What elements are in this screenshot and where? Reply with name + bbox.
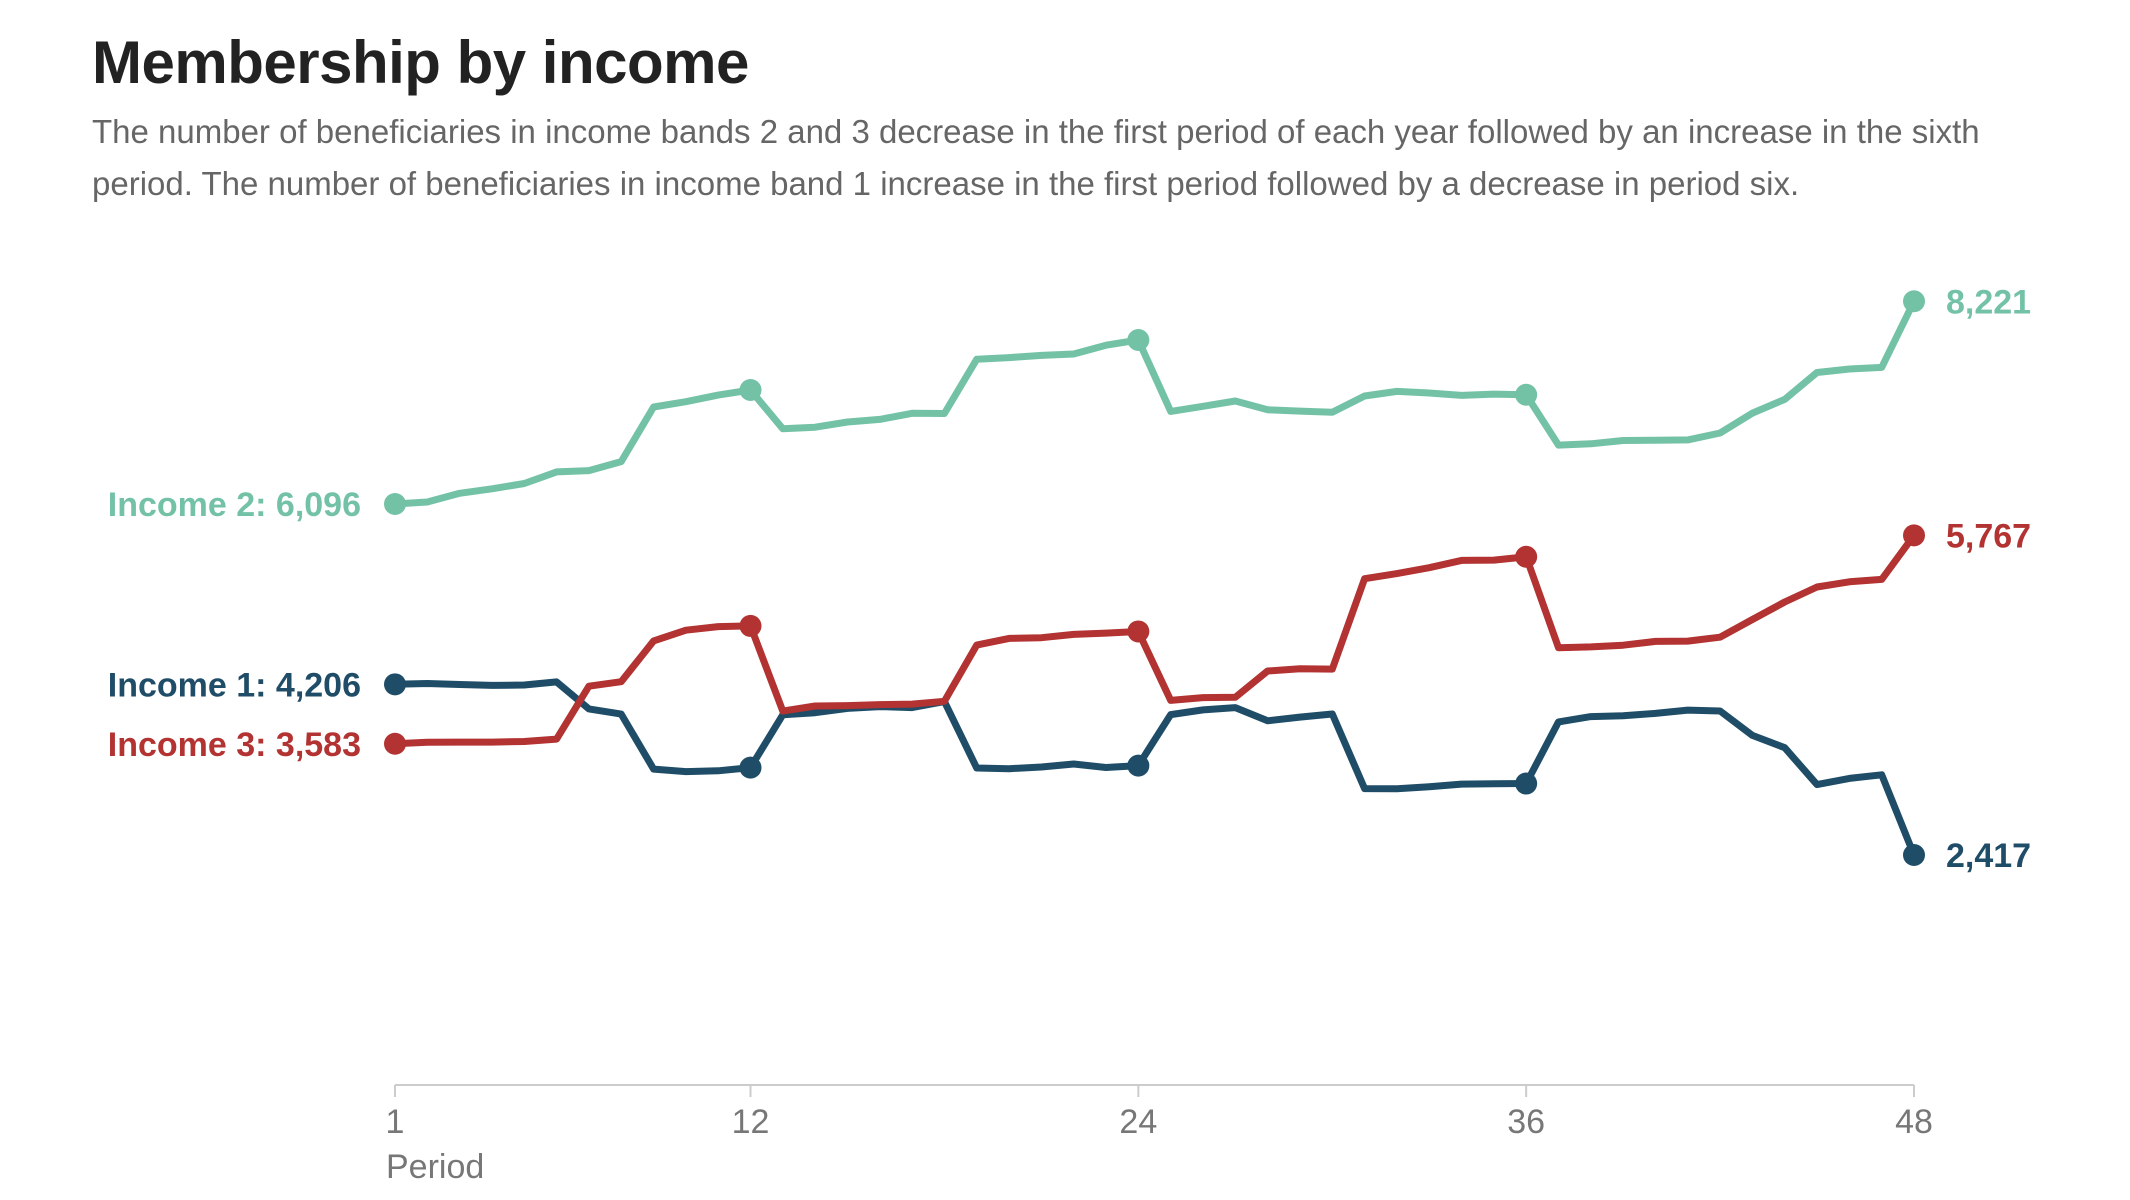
- series-line-income-3: [391, 531, 1918, 748]
- data-point-income-3: [384, 732, 406, 755]
- start-label-income-2: Income 2: 6,096: [108, 486, 361, 524]
- x-tick-label: 12: [732, 1103, 770, 1141]
- data-point-income-3: [1515, 545, 1538, 568]
- data-point-income-2: [384, 493, 406, 515]
- x-axis-label: Period: [386, 1148, 484, 1186]
- chart-title: Membership by income: [92, 29, 749, 96]
- data-point-income-3: [739, 614, 762, 637]
- start-label-income-1: Income 1: 4,206: [108, 666, 361, 704]
- data-point-income-1: [1127, 754, 1150, 777]
- data-point-income-2: [1903, 290, 1925, 313]
- data-point-income-2: [739, 378, 762, 401]
- x-tick-label: 24: [1119, 1103, 1157, 1141]
- data-point-income-2: [1127, 328, 1150, 351]
- x-tick-label: 36: [1507, 1103, 1545, 1141]
- series-line-income-2: [391, 297, 1918, 508]
- chart-subtitle: The number of beneficiaries in income ba…: [92, 113, 1980, 202]
- data-point-income-3: [1127, 620, 1150, 643]
- data-point-income-1: [1903, 844, 1925, 866]
- data-point-income-1: [384, 673, 406, 696]
- end-label-income-3: 5,767: [1946, 517, 2031, 555]
- end-label-income-1: 2,417: [1946, 837, 2031, 875]
- direct-labels: Income 2: 6,096 8,221 Income 1: 4,206 2,417…: [108, 283, 2031, 875]
- series-line-income-1: [391, 678, 1918, 859]
- x-tick-label: 1: [386, 1103, 405, 1141]
- series-group: [384, 290, 1925, 866]
- data-point-income-1: [739, 756, 762, 779]
- end-label-income-2: 8,221: [1946, 283, 2031, 321]
- x-tick-label: 48: [1895, 1103, 1933, 1141]
- data-point-income-1: [1515, 772, 1538, 795]
- data-point-income-3: [1903, 524, 1925, 547]
- start-label-income-3: Income 3: 3,583: [108, 726, 361, 764]
- x-axis: 1 12 24 36 48 Period: [386, 1084, 1933, 1186]
- data-point-income-2: [1515, 383, 1538, 406]
